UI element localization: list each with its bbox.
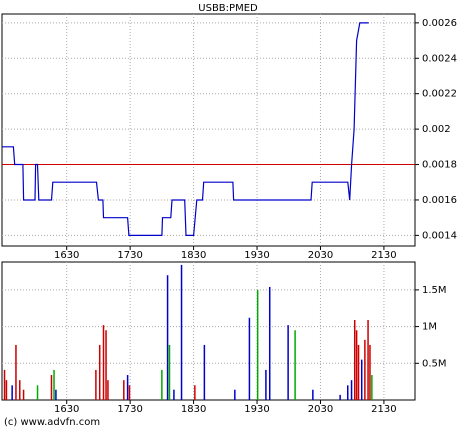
- volume-bar: [19, 380, 21, 400]
- volume-bar: [312, 389, 314, 400]
- volume-bar: [353, 319, 356, 400]
- x-tick-label: 1930: [244, 404, 269, 415]
- volume-bar: [234, 389, 236, 400]
- x-tick-label: 1830: [181, 404, 206, 415]
- volume-bar: [168, 344, 171, 400]
- y-tick-label: 0.0016: [422, 195, 457, 206]
- x-tick-label: 2130: [371, 404, 396, 415]
- volume-bar: [369, 344, 371, 400]
- volume-bar: [256, 289, 259, 400]
- y-tick-label: 0.002: [422, 124, 451, 135]
- x-tick-label: 1730: [117, 250, 142, 261]
- x-tick-label: 2030: [308, 404, 333, 415]
- y-tick-label: 0.0014: [422, 230, 457, 241]
- x-tick-label: 1630: [54, 250, 79, 261]
- volume-bar: [22, 389, 25, 400]
- volume-bar: [98, 344, 101, 400]
- volume-bar: [294, 330, 296, 400]
- volume-bar: [36, 385, 39, 400]
- x-tick-label: 1930: [244, 250, 269, 261]
- volume-bar: [350, 380, 353, 400]
- volume-bar: [11, 385, 13, 400]
- x-tick-label: 1730: [117, 404, 142, 415]
- x-tick-label: 2130: [371, 250, 396, 261]
- volume-bar: [367, 319, 369, 400]
- volume-bar: [53, 369, 55, 400]
- volume-bar: [126, 375, 129, 400]
- volume-bar: [265, 369, 267, 400]
- volume-bar: [355, 330, 358, 400]
- volume-bar: [203, 344, 206, 400]
- volume-bar: [347, 385, 349, 400]
- y-tick-label: 0.0022: [422, 89, 457, 100]
- volume-bar: [180, 264, 183, 400]
- footer: (c) www.advfn.com: [4, 417, 100, 428]
- volume-bar: [371, 375, 373, 400]
- volume-bar: [161, 369, 163, 400]
- volume-bar: [364, 339, 366, 400]
- volume-bar: [268, 286, 271, 400]
- volume-bar: [95, 369, 97, 400]
- y-tick-label: 0.0026: [422, 18, 457, 29]
- volume-bar: [107, 380, 109, 400]
- volume-bar: [166, 275, 169, 400]
- volume-bar: [3, 369, 6, 400]
- price-line: [2, 22, 369, 236]
- x-tick-label: 2030: [308, 250, 333, 261]
- y-tick-label: 0.5M: [422, 358, 447, 369]
- y-tick-label: 0.0024: [422, 53, 457, 64]
- volume-bar: [5, 380, 8, 400]
- volume-bar: [105, 330, 107, 400]
- volume-bar: [50, 375, 53, 400]
- volume-bar: [287, 325, 289, 400]
- volume-bar: [194, 385, 196, 400]
- volume-bar: [15, 344, 17, 400]
- volume-bar: [360, 359, 363, 400]
- x-tick-label: 1630: [54, 404, 79, 415]
- y-tick-label: 1M: [422, 322, 437, 333]
- chart-title: USBB:PMED: [198, 3, 258, 14]
- volume-bar: [339, 394, 341, 400]
- plot-frame: [1, 13, 416, 247]
- volume-bar: [128, 385, 131, 400]
- volume-bar: [357, 344, 360, 400]
- volume-bar: [173, 389, 175, 400]
- volume-bar: [123, 380, 125, 400]
- y-tick-label: 1.5M: [422, 285, 447, 296]
- y-tick-label: 0.0018: [422, 160, 457, 171]
- volume-bar: [102, 325, 105, 400]
- plot-frame: [1, 261, 416, 401]
- volume-bar: [55, 389, 57, 400]
- volume-bar: [248, 317, 251, 400]
- x-tick-label: 1830: [181, 250, 206, 261]
